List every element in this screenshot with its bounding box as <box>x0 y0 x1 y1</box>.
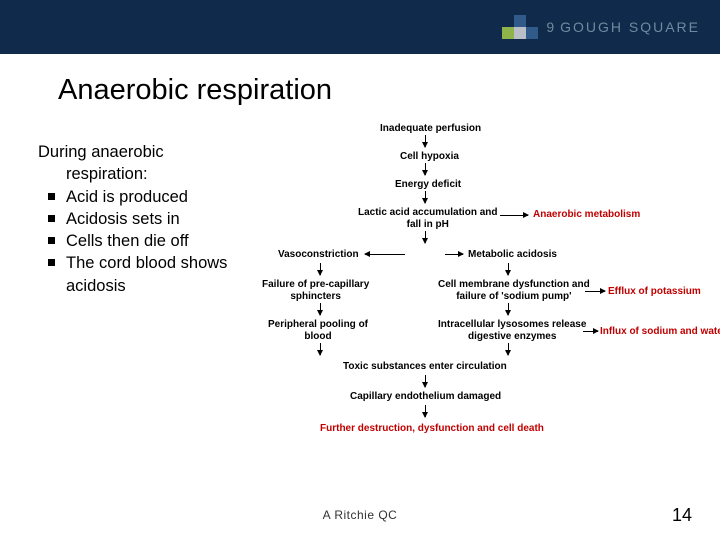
bullet-list: Acid is produced Acidosis sets in Cells … <box>38 186 250 297</box>
list-item: Acidosis sets in <box>38 208 250 230</box>
header-bar: 9 GOUGH SQUARE <box>0 0 720 54</box>
intro-text: During anaerobic respiration: <box>38 141 250 186</box>
flow-node: Failure of pre-capillary sphincters <box>262 279 369 302</box>
flow-node: Intracellular lysosomes release digestiv… <box>438 319 586 342</box>
flow-node-red: Efflux of potassium <box>608 286 701 298</box>
arrow-down-icon <box>320 303 321 315</box>
flow-node-red: Further destruction, dysfunction and cel… <box>320 423 544 435</box>
flow-node-red: Influx of sodium and water <box>600 326 720 338</box>
arrow-down-icon <box>320 343 321 355</box>
intro-line2: respiration: <box>38 163 250 185</box>
arrow-down-icon <box>425 191 426 203</box>
arrow-down-icon <box>508 263 509 275</box>
flow-node: Metabolic acidosis <box>468 249 557 261</box>
brand-nine: 9 <box>546 19 555 35</box>
flow-node: Cell membrane dysfunction and failure of… <box>438 279 590 302</box>
arrow-left-icon <box>365 254 405 255</box>
page-title: Anaerobic respiration <box>58 74 720 107</box>
arrow-down-icon <box>508 303 509 315</box>
brand-name: GOUGH SQUARE <box>560 19 700 35</box>
arrow-down-icon <box>425 405 426 417</box>
list-item: The cord blood shows acidosis <box>38 252 250 297</box>
arrow-right-icon <box>583 331 598 332</box>
flow-node: Capillary endothelium damaged <box>350 391 501 403</box>
flow-node-red: Anaerobic metabolism <box>533 209 640 221</box>
list-item: Acid is produced <box>38 186 250 208</box>
logo-icon <box>502 15 538 39</box>
flow-node: Peripheral pooling of blood <box>268 319 368 342</box>
flow-node: Cell hypoxia <box>400 151 459 163</box>
arrow-right-icon <box>445 254 463 255</box>
arrow-right-icon <box>500 215 528 216</box>
left-column: During anaerobic respiration: Acid is pr… <box>0 141 250 511</box>
flow-node: Vasoconstriction <box>278 249 359 261</box>
flow-node: Toxic substances enter circulation <box>343 361 507 373</box>
arrow-down-icon <box>320 263 321 275</box>
brand-text: 9 GOUGH SQUARE <box>546 19 700 35</box>
content: During anaerobic respiration: Acid is pr… <box>0 141 720 511</box>
arrow-down-icon <box>508 343 509 355</box>
flow-node: Inadequate perfusion <box>380 123 481 135</box>
arrow-down-icon <box>425 163 426 175</box>
intro-line1: During anaerobic <box>38 141 250 163</box>
flow-node: Lactic acid accumulation and fall in pH <box>358 207 497 230</box>
arrow-down-icon <box>425 375 426 387</box>
arrow-down-icon <box>425 135 426 147</box>
list-item: Cells then die off <box>38 230 250 252</box>
flowchart: Inadequate perfusion Cell hypoxia Energy… <box>250 141 720 511</box>
footer-author: A Ritchie QC <box>0 508 720 522</box>
footer-page-number: 14 <box>672 505 692 526</box>
arrow-down-icon <box>425 231 426 243</box>
flow-node: Energy deficit <box>395 179 461 191</box>
arrow-right-icon <box>585 291 605 292</box>
